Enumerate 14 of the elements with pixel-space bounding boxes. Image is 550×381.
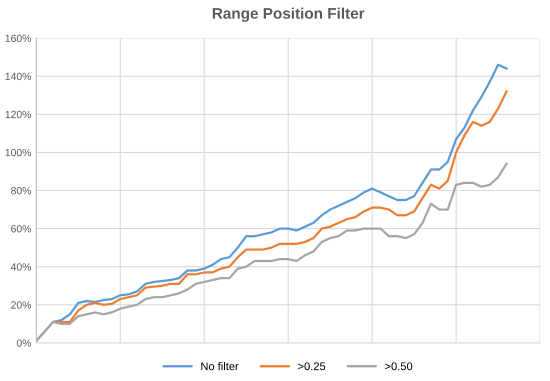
y-tick-label: 60% (11, 225, 32, 232)
y-tick-label: 0% (16, 339, 32, 347)
y-tick-label: 160% (6, 34, 32, 42)
y-tick-label: 140% (6, 72, 32, 80)
chart-title: Range Position Filter (212, 8, 364, 22)
legend-label: >0.50 (385, 362, 412, 370)
y-tick-label: 40% (10, 263, 32, 271)
y-tick-label: 120% (6, 110, 32, 118)
legend-label: No filter (201, 362, 238, 370)
y-tick-label: 20% (11, 301, 32, 309)
y-tick-label: 100% (6, 148, 32, 156)
line-series (36, 162, 508, 342)
y-tick-label: 80% (11, 187, 32, 194)
legend-label: >0.25 (298, 362, 326, 370)
